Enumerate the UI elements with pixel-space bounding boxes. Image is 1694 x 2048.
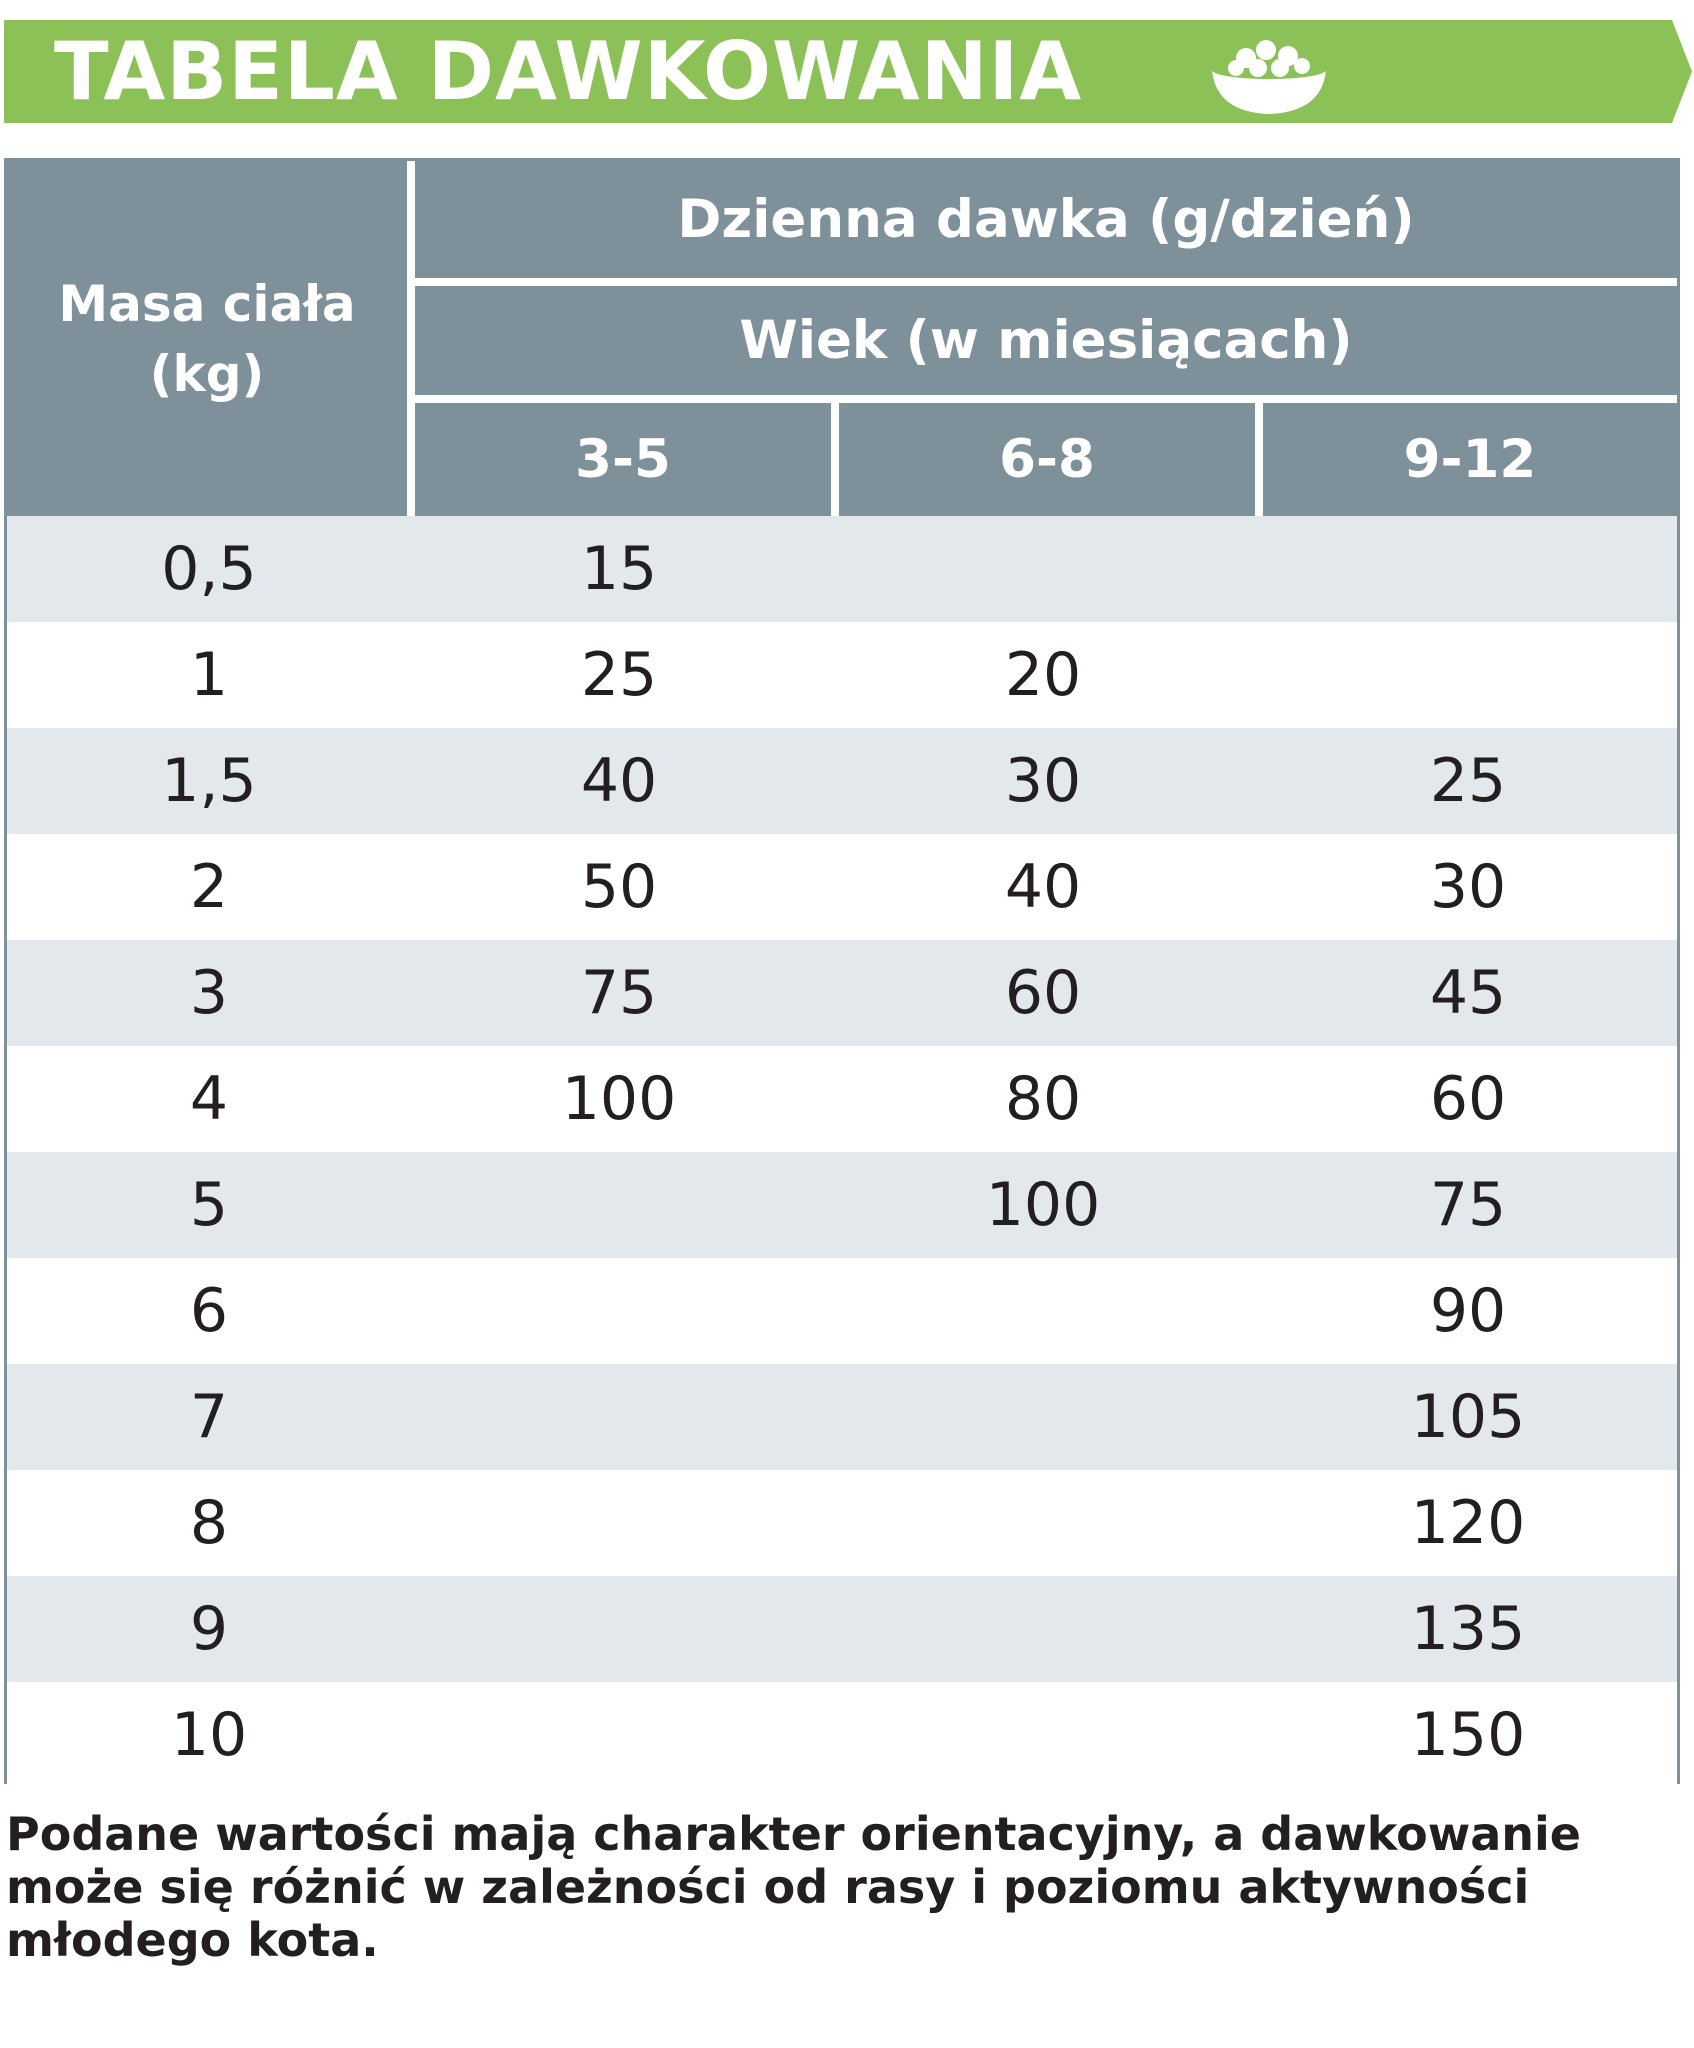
dose-cell: 80 (1004, 1064, 1082, 1134)
table-row: 4 100 80 60 (7, 1046, 1677, 1152)
dose-cell: 60 (1429, 1064, 1507, 1134)
dose-cell: 105 (1410, 1382, 1526, 1452)
body-mass-header: Masa ciała (kg) (7, 161, 407, 516)
table-row: 0,5 15 (7, 516, 1677, 622)
body-mass-cell: 0,5 (161, 534, 257, 604)
dose-cell: 40 (1004, 852, 1082, 922)
dose-cell: 135 (1410, 1594, 1526, 1664)
dose-cell: 60 (1004, 958, 1082, 1028)
age-column-header: 3-5 (415, 403, 831, 516)
dose-cell: 30 (1429, 852, 1507, 922)
table-row: 2 50 40 30 (7, 834, 1677, 940)
dose-cell: 40 (580, 746, 658, 816)
dose-cell: 30 (1004, 746, 1082, 816)
dose-cell: 150 (1410, 1700, 1526, 1770)
body-mass-cell: 6 (189, 1276, 229, 1346)
table-row: 8 120 (7, 1470, 1677, 1576)
dose-cell: 75 (1429, 1170, 1507, 1240)
title-banner: TABELA DAWKOWANIA (4, 20, 1692, 123)
footnote: Podane wartości mają charakter orientacy… (6, 1807, 1581, 1967)
body-mass-cell: 7 (189, 1382, 229, 1452)
header-divider (407, 161, 415, 516)
body-mass-cell: 3 (189, 958, 229, 1028)
body-mass-header-line2: (kg) (149, 344, 265, 403)
dose-cell: 25 (580, 640, 658, 710)
table-row: 1,5 40 30 25 (7, 728, 1677, 834)
dosage-table: Masa ciała (kg) Dzienna dawka (g/dzień) … (4, 158, 1680, 1788)
dose-cell: 90 (1429, 1276, 1507, 1346)
dose-cell: 120 (1410, 1488, 1526, 1558)
dose-cell: 50 (580, 852, 658, 922)
table-row: 3 75 60 45 (7, 940, 1677, 1046)
body-mass-cell: 2 (189, 852, 229, 922)
age-header: Wiek (w miesiącach) (415, 286, 1677, 395)
dose-cell: 100 (561, 1064, 677, 1134)
table-row: 6 90 (7, 1258, 1677, 1364)
table-row: 9 135 (7, 1576, 1677, 1682)
dose-cell: 100 (985, 1170, 1101, 1240)
dose-cell: 45 (1429, 958, 1507, 1028)
body-mass-cell: 10 (170, 1700, 248, 1770)
table-row: 7 105 (7, 1364, 1677, 1470)
table-row: 1 25 20 (7, 622, 1677, 728)
table-row: 5 100 75 (7, 1152, 1677, 1258)
dose-cell: 15 (580, 534, 658, 604)
page-title: TABELA DAWKOWANIA (54, 25, 1083, 118)
body-mass-cell: 5 (189, 1170, 229, 1240)
body-mass-cell: 8 (189, 1488, 229, 1558)
dose-cell: 25 (1429, 746, 1507, 816)
body-mass-cell: 9 (189, 1594, 229, 1664)
dose-cell: 75 (580, 958, 658, 1028)
age-column-header: 6-8 (839, 403, 1255, 516)
table-row: 10 150 (7, 1682, 1677, 1788)
body-mass-cell: 1,5 (161, 746, 257, 816)
body-mass-cell: 4 (189, 1064, 229, 1134)
body-mass-header-line1: Masa ciała (58, 274, 356, 333)
dose-cell: 20 (1004, 640, 1082, 710)
age-column-header: 9-12 (1263, 403, 1677, 516)
table-body: 0,5 15 1 25 20 1,5 40 30 25 2 50 40 30 3 75 60 45 4 100 80 6… (7, 516, 1677, 1788)
body-mass-cell: 1 (189, 640, 229, 710)
food-bowl-icon (1212, 40, 1326, 114)
daily-dose-header: Dzienna dawka (g/dzień) (415, 161, 1677, 278)
